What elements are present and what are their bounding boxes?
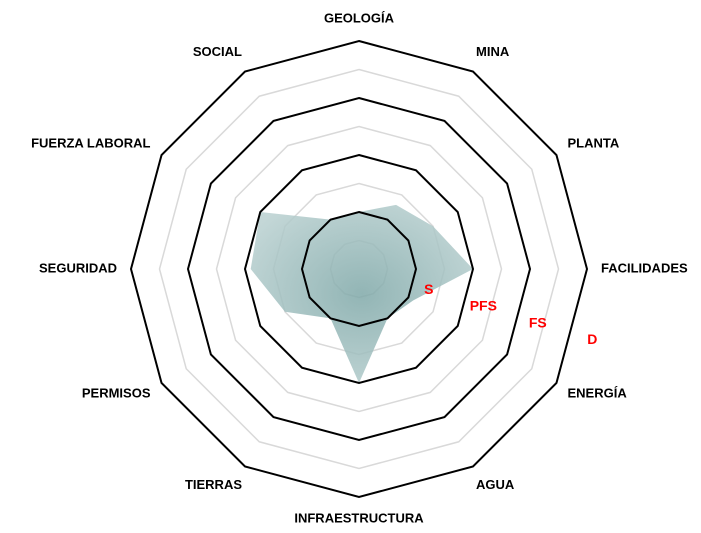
category-label: GEOLOGÍA (324, 10, 395, 25)
category-label: TIERRAS (185, 477, 242, 492)
category-label: PERMISOS (82, 385, 151, 400)
r-tick-label: S (424, 281, 433, 297)
minor-grid-ring (215, 125, 503, 413)
category-label: FUERZA LABORAL (31, 135, 150, 150)
grid-ring (129, 39, 589, 499)
category-label: INFRAESTRUCTURA (294, 510, 424, 525)
data-area (250, 204, 473, 383)
category-label: FACILIDADES (601, 260, 688, 275)
minor-grid-ring (158, 68, 560, 470)
category-label: SEGURIDAD (39, 260, 117, 275)
category-label: MINA (476, 44, 510, 59)
grid-ring (300, 210, 418, 328)
category-label: SOCIAL (193, 44, 242, 59)
category-label: AGUA (476, 477, 515, 492)
grid-ring (186, 96, 532, 442)
grid-ring (243, 153, 475, 385)
category-label: PLANTA (568, 135, 620, 150)
r-tick-label: PFS (470, 298, 497, 314)
r-tick-label: D (587, 331, 597, 347)
category-label: ENERGÍA (568, 385, 628, 400)
r-tick-label: FS (529, 314, 547, 330)
